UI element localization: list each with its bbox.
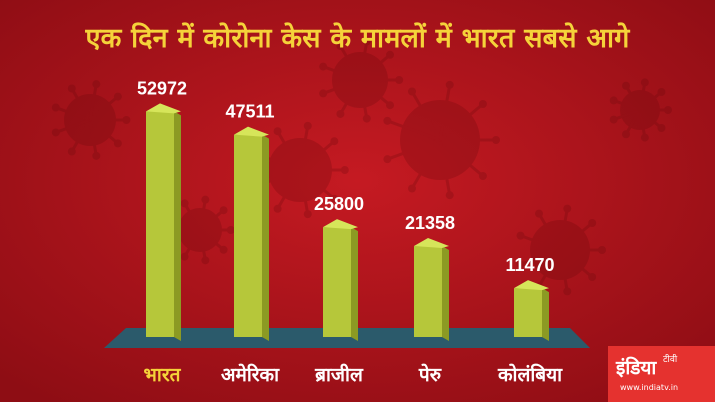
bar-value-label: 52972 [137,78,187,98]
category-label: भारत [144,364,182,386]
bar [323,219,358,341]
logo-url: www.indiatv.in [620,383,679,392]
category-label: ब्राजील [314,363,364,386]
bar [514,280,549,341]
category-label: अमेरिका [221,363,280,386]
category-label: पेरु [418,363,442,386]
chart-floor [104,328,590,348]
virus-icon [516,204,606,296]
virus-icon [383,80,500,200]
bar-value-label: 21358 [405,213,455,233]
bar [146,103,181,341]
logo-sub: टीवी [663,355,678,365]
bar [414,238,449,341]
virus-icon [609,78,672,142]
channel-logo: इंडिया टीवी www.indiatv.in [608,346,715,402]
chart-title: एक दिन में कोरोना केस के मामलों में भारत… [85,23,630,54]
category-label: कोलंबिया [497,363,563,386]
bar [234,126,269,341]
bar-value-label: 47511 [225,102,274,122]
virus-icon [51,80,131,160]
bar-value-label: 25800 [314,194,364,214]
logo-brand: इंडिया [616,357,657,379]
virus-icon [319,37,404,123]
bar-value-label: 11470 [505,255,554,275]
